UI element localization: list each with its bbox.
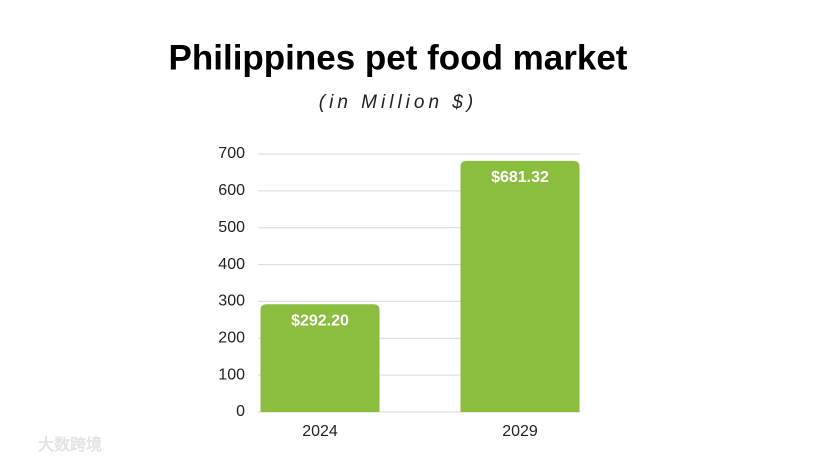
chart-title: Philippines pet food market	[169, 38, 628, 77]
y-tick-label: 500	[218, 219, 245, 236]
chart-subtitle: (in Million $)	[319, 92, 477, 113]
watermark: 大数跨境	[38, 435, 102, 454]
bar	[260, 304, 380, 412]
y-tick-label: 700	[218, 145, 245, 162]
value-label: $292.20	[291, 313, 349, 330]
value-label: $681.32	[491, 169, 549, 186]
x-tick-label: 2029	[502, 423, 538, 440]
y-tick-label: 200	[218, 330, 245, 347]
bar	[460, 160, 580, 412]
y-tick-label: 300	[218, 293, 245, 310]
y-tick-label: 100	[218, 366, 245, 383]
y-tick-label: 600	[218, 182, 245, 199]
y-tick-label: 400	[218, 256, 245, 273]
y-tick-label: 0	[236, 403, 245, 420]
x-tick-label: 2024	[302, 423, 338, 440]
